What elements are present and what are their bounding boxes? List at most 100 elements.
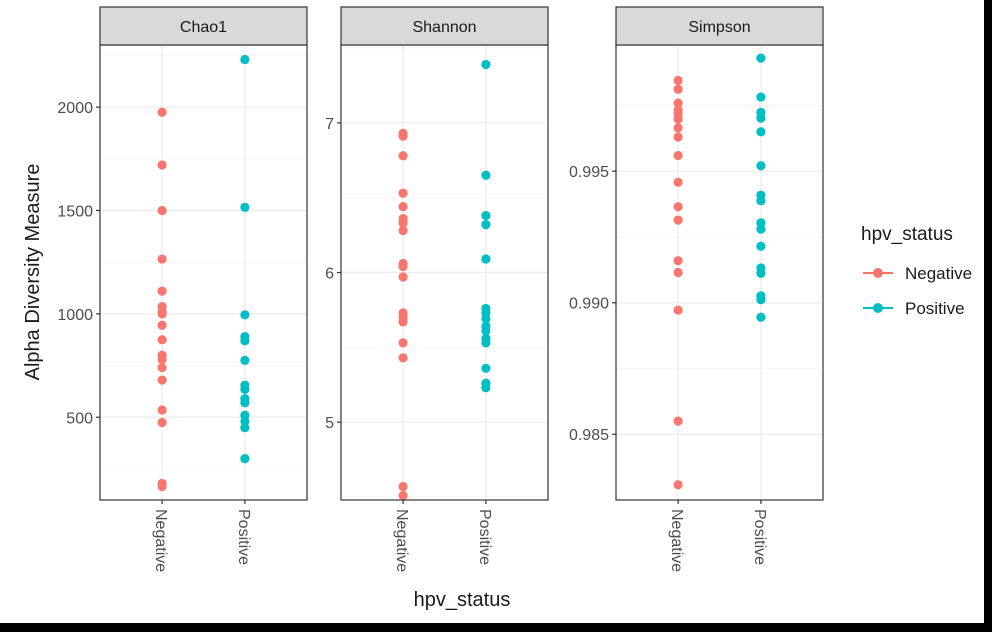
point-negative: [157, 320, 167, 330]
point-negative: [673, 267, 683, 278]
point-positive: [481, 220, 491, 230]
point-positive: [240, 310, 250, 320]
point-negative: [673, 177, 683, 187]
point-negative: [398, 490, 408, 501]
point-positive: [756, 127, 766, 137]
point-positive: [481, 59, 491, 70]
point-negative: [673, 202, 683, 212]
x-axis-title: hpv_status: [414, 589, 511, 611]
point-positive: [756, 113, 766, 123]
point-negative: [398, 188, 408, 198]
point-positive: [481, 363, 491, 373]
right-black-border: [984, 0, 992, 632]
point-negative: [673, 215, 683, 225]
point-negative: [398, 151, 408, 161]
facet-title-shannon: Shannon: [412, 19, 476, 36]
y-axis-title: Alpha Diversity Measure: [22, 164, 44, 381]
point-negative: [673, 132, 683, 142]
point-positive: [240, 454, 250, 464]
x-tick-label-negative: Negative: [152, 509, 169, 572]
point-positive: [756, 294, 766, 305]
point-positive: [240, 202, 250, 212]
point-positive: [756, 241, 766, 251]
point-negative: [673, 123, 683, 133]
point-positive: [481, 211, 491, 221]
y-tick-label: 1500: [57, 203, 93, 220]
legend-dot-negative: [873, 268, 883, 278]
facet-strip: [340, 6, 549, 46]
point-negative: [398, 218, 408, 228]
point-positive: [481, 314, 491, 324]
point-negative: [398, 272, 408, 282]
point-negative: [673, 114, 683, 124]
point-positive: [481, 338, 491, 348]
x-tick-label-positive: Positive: [235, 509, 252, 565]
y-tick-label: 1000: [57, 307, 93, 324]
facet-strip: [615, 6, 824, 46]
point-negative: [157, 160, 167, 170]
point-negative: [673, 150, 683, 161]
point-negative: [157, 335, 167, 345]
point-positive: [756, 161, 766, 171]
x-tick-label-negative: Negative: [668, 509, 685, 572]
point-positive: [240, 336, 250, 346]
legend-dot-positive: [873, 303, 883, 313]
point-negative: [673, 98, 683, 108]
point-negative: [673, 256, 683, 266]
point-negative: [157, 405, 167, 415]
facet-simpson: Simpson 0.985 0.990 0.995 Negative Positive: [569, 6, 824, 572]
facet-title-chao1: Chao1: [180, 19, 227, 36]
point-negative: [398, 261, 408, 272]
point-negative: [157, 107, 167, 117]
point-positive: [481, 383, 491, 393]
point-positive: [756, 268, 766, 278]
point-negative: [157, 309, 167, 319]
point-negative: [673, 416, 683, 426]
point-negative: [398, 131, 408, 141]
point-positive: [240, 398, 250, 408]
legend-title: hpv_status: [861, 224, 953, 245]
point-negative: [157, 354, 167, 364]
facet-strip: [99, 6, 308, 46]
point-negative: [157, 417, 167, 428]
point-positive: [756, 92, 766, 102]
point-negative: [157, 254, 167, 264]
point-negative: [673, 480, 683, 490]
y-tick-label: 0.990: [569, 296, 609, 313]
point-positive: [240, 423, 250, 433]
point-negative: [157, 286, 167, 296]
bottom-black-border: [0, 623, 992, 632]
y-tick-label: 0.995: [569, 164, 609, 181]
y-tick-label: 500: [66, 410, 93, 427]
x-tick-label-positive: Positive: [751, 509, 768, 565]
legend-key-positive: Positive: [863, 299, 965, 318]
y-tick-label: 7: [325, 116, 334, 133]
facet-chao1: Chao1 500 1000 1500 2000 Negative Positive: [57, 6, 308, 572]
point-negative: [673, 75, 683, 86]
point-negative: [398, 481, 408, 492]
point-negative: [157, 375, 167, 385]
point-negative: [157, 481, 167, 492]
point-positive: [756, 312, 766, 322]
x-tick-label-positive: Positive: [476, 509, 493, 565]
point-positive: [481, 254, 491, 264]
point-negative: [398, 353, 408, 363]
facet-shannon: Shannon 5 6 7 Negative Positive: [325, 6, 549, 572]
legend-key-negative: Negative: [863, 264, 972, 283]
point-positive: [240, 384, 250, 394]
point-negative: [157, 363, 167, 373]
point-positive: [481, 170, 491, 180]
legend-label-negative: Negative: [905, 264, 972, 283]
point-negative: [398, 317, 408, 327]
point-negative: [398, 225, 408, 236]
point-negative: [673, 84, 683, 94]
point-positive: [481, 326, 491, 336]
point-negative: [157, 205, 167, 216]
point-positive: [240, 355, 250, 365]
point-positive: [756, 53, 766, 63]
point-positive: [240, 54, 250, 65]
